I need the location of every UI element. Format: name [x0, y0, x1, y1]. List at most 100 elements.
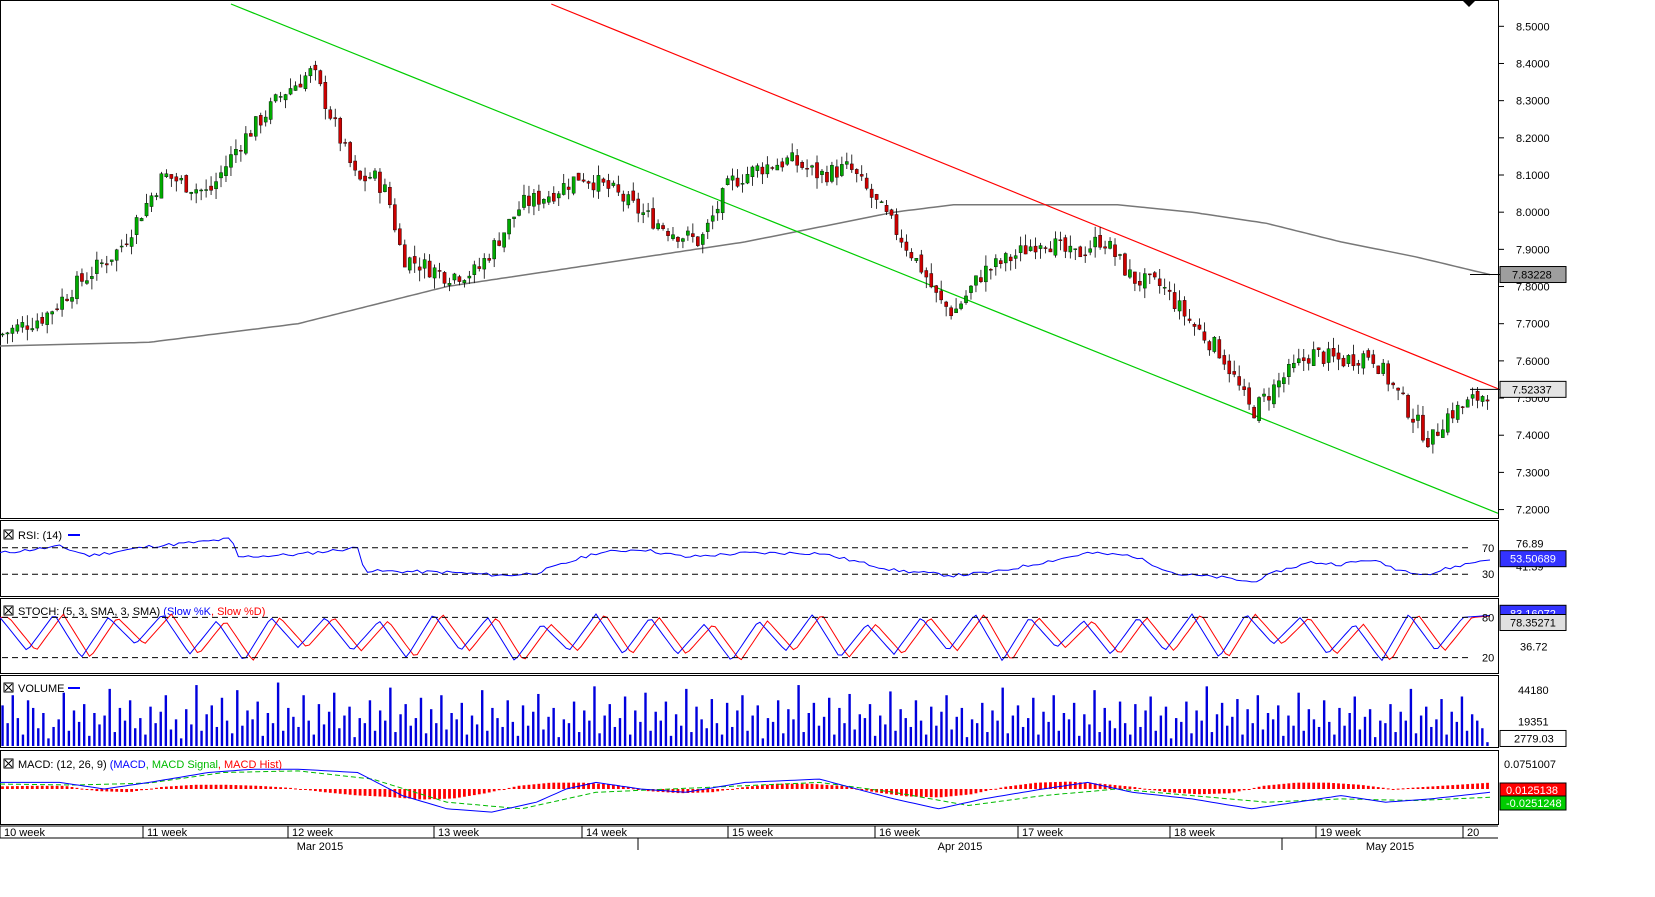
macd-legend[interactable]: MACD: (12, 26, 9) (MACD, MACD Signal, MA…	[3, 758, 282, 771]
macd-hist-bar	[25, 785, 29, 789]
macd-hist-bar	[1381, 787, 1385, 789]
candle-body	[1282, 377, 1286, 384]
candle-body	[502, 232, 506, 248]
volume-bar	[649, 730, 652, 746]
candle-body	[293, 85, 298, 91]
volume-bar	[761, 738, 765, 746]
macd-hist-bar	[1471, 783, 1475, 789]
volume-legend[interactable]: VOLUME	[3, 682, 80, 695]
candle-body	[1053, 238, 1058, 256]
macd-hist-bar	[348, 789, 352, 795]
macd-hist-bar	[1163, 789, 1167, 792]
macd-hist-bar	[626, 787, 630, 789]
macd-hist-bar	[537, 783, 541, 789]
candle-body	[964, 295, 968, 303]
macd-hist-bar	[795, 783, 799, 789]
macd-hist-bar	[741, 787, 744, 789]
candle-body	[313, 64, 318, 71]
candle-body	[1341, 357, 1346, 367]
volume-bar	[1169, 738, 1173, 746]
moving-average-line	[0, 203, 1491, 347]
volume-bar	[1185, 701, 1188, 746]
macd-hist-bar	[254, 785, 258, 789]
volume-bar	[981, 702, 984, 746]
volume-bar	[496, 718, 499, 746]
macd-hist-bar	[438, 789, 441, 799]
macd-hist-bar	[840, 785, 844, 789]
macd-hist-bar	[1257, 786, 1261, 789]
candle-body	[1033, 245, 1038, 253]
volume-bar	[11, 695, 14, 746]
macd-hist-bar	[373, 789, 377, 797]
volume-bar	[67, 730, 71, 746]
volume-bar	[435, 723, 438, 746]
macd-hist-bar	[150, 788, 153, 790]
stoch-slow-k-path	[0, 613, 1491, 662]
macd-hist-bar	[1024, 784, 1028, 789]
candle-body	[919, 254, 924, 273]
volume-bar	[26, 700, 30, 746]
candle-body	[507, 218, 511, 235]
macd-hist-bar	[279, 787, 283, 789]
volume-bar	[1373, 737, 1377, 746]
volume-bar	[1113, 728, 1117, 746]
candle-body	[765, 164, 770, 175]
macd-hist-bar	[1227, 789, 1231, 794]
macd-hist-bar	[582, 782, 585, 789]
volume-bar	[731, 726, 734, 746]
volume-bar	[368, 700, 372, 746]
macd-hist-bar	[209, 784, 213, 789]
macd-hist-bar	[924, 789, 928, 798]
candle-body	[427, 260, 432, 278]
candle-body	[815, 162, 819, 179]
volume-bar	[751, 715, 754, 746]
volume-bar	[1226, 725, 1229, 746]
candle-body	[462, 280, 467, 284]
volume-bar	[644, 692, 647, 746]
macd-hist-bar	[155, 787, 158, 789]
candle-body	[1267, 396, 1271, 401]
macd-hist-bar	[130, 789, 134, 792]
macd-hist-bar	[999, 787, 1003, 789]
macd-hist-bar	[905, 789, 908, 797]
candle-body	[681, 238, 685, 242]
volume-bar	[1277, 705, 1280, 746]
volume-badge	[1499, 729, 1567, 747]
volume-bar	[1282, 735, 1285, 746]
macd-hist-bar	[696, 789, 700, 793]
candle-body	[646, 210, 650, 212]
macd-hist-bar	[681, 789, 685, 794]
volume-bar	[429, 709, 433, 746]
volume-bars	[1, 682, 1489, 746]
candle-body	[874, 194, 879, 200]
macd-hist-bar	[1366, 785, 1370, 789]
macd-hist-bar	[1322, 782, 1326, 789]
macd-hist-bar	[413, 789, 417, 800]
stoch-axis-label: 36.72	[1520, 641, 1548, 653]
volume-bar	[88, 735, 91, 746]
candle-body	[65, 298, 69, 301]
macd-hist-bar	[631, 788, 635, 790]
volume-bar	[292, 716, 295, 746]
volume-bar	[940, 711, 943, 746]
volume-bar	[945, 695, 948, 746]
candle-body	[0, 333, 5, 336]
volume-bar	[1261, 729, 1265, 746]
volume-bar	[1, 705, 4, 746]
macd-axis: 0.0751007 0.0125138-0.0251248	[1499, 759, 1567, 811]
volume-bar	[419, 697, 423, 746]
candle-body	[1470, 394, 1475, 399]
macd-hist-bar	[383, 789, 387, 797]
candle-body	[1038, 245, 1043, 249]
volume-bar	[481, 690, 484, 746]
macd-hist-bar	[467, 789, 471, 796]
stoch-legend[interactable]: STOCH: (5, 3, SMA, 3, SMA) (Slow %K, Slo…	[3, 605, 265, 618]
rsi-legend[interactable]: RSI: (14)	[3, 529, 80, 542]
macd-hist-bar	[259, 785, 263, 789]
volume-axis-label: 44180	[1518, 685, 1549, 697]
macd-legend-series: , MACD Hist)	[218, 759, 282, 771]
candle-body	[194, 189, 198, 194]
macd-hist-bar	[1282, 783, 1286, 789]
macd-hist-bar	[1436, 786, 1440, 789]
stoch-legend-label: STOCH: (5, 3, SMA, 3, SMA) (Slow %K, Slo…	[18, 606, 265, 618]
